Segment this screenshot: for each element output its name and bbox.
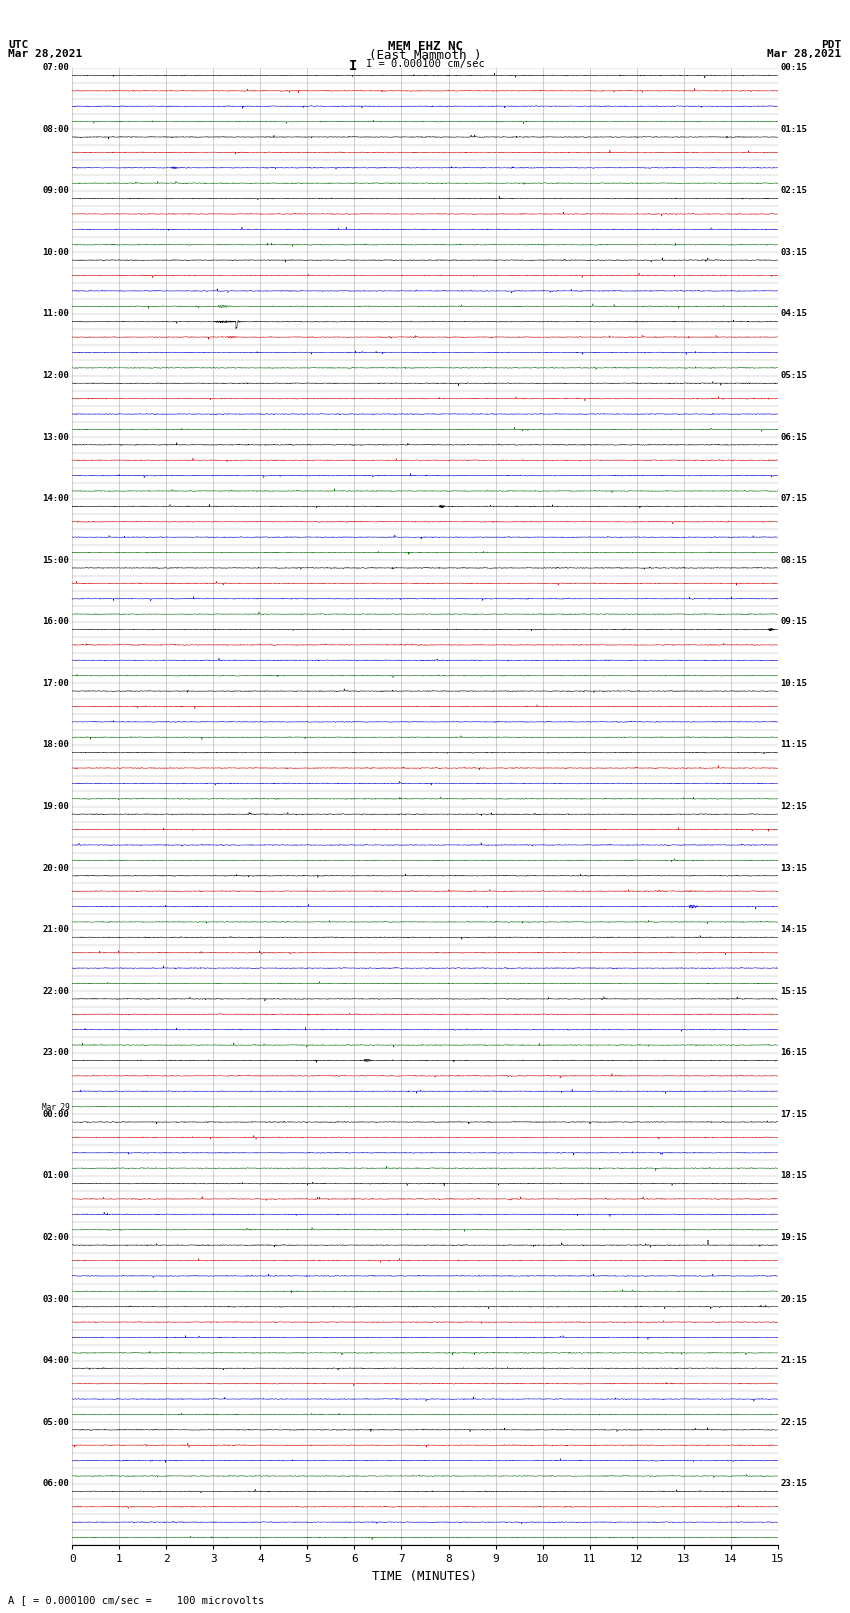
Text: 13:15: 13:15 <box>780 863 808 873</box>
Text: 09:00: 09:00 <box>42 187 70 195</box>
Text: I = 0.000100 cm/sec: I = 0.000100 cm/sec <box>366 58 484 69</box>
Text: 10:15: 10:15 <box>780 679 808 687</box>
Text: 15:15: 15:15 <box>780 987 808 995</box>
Text: (East Mammoth ): (East Mammoth ) <box>369 50 481 63</box>
Text: 14:15: 14:15 <box>780 926 808 934</box>
Text: 03:00: 03:00 <box>42 1295 70 1303</box>
Text: 11:15: 11:15 <box>780 740 808 750</box>
Text: 18:15: 18:15 <box>780 1171 808 1181</box>
Text: UTC: UTC <box>8 39 29 50</box>
Text: 19:15: 19:15 <box>780 1232 808 1242</box>
Text: 21:15: 21:15 <box>780 1357 808 1365</box>
Text: 20:15: 20:15 <box>780 1295 808 1303</box>
Text: Mar 28,2021: Mar 28,2021 <box>8 50 82 60</box>
Text: 03:15: 03:15 <box>780 248 808 256</box>
Text: 08:15: 08:15 <box>780 556 808 565</box>
Text: Mar 28,2021: Mar 28,2021 <box>768 50 842 60</box>
Text: Mar 29: Mar 29 <box>42 1103 70 1111</box>
Text: 17:15: 17:15 <box>780 1110 808 1119</box>
Text: 12:00: 12:00 <box>42 371 70 381</box>
Text: 21:00: 21:00 <box>42 926 70 934</box>
Text: 16:00: 16:00 <box>42 618 70 626</box>
Text: 15:00: 15:00 <box>42 556 70 565</box>
Text: 23:15: 23:15 <box>780 1479 808 1489</box>
Text: 02:00: 02:00 <box>42 1232 70 1242</box>
Text: 09:15: 09:15 <box>780 618 808 626</box>
Text: 04:15: 04:15 <box>780 310 808 318</box>
Text: 07:00: 07:00 <box>42 63 70 73</box>
Text: 07:15: 07:15 <box>780 494 808 503</box>
Text: 20:00: 20:00 <box>42 863 70 873</box>
Text: 22:15: 22:15 <box>780 1418 808 1426</box>
Text: PDT: PDT <box>821 39 842 50</box>
X-axis label: TIME (MINUTES): TIME (MINUTES) <box>372 1569 478 1582</box>
Text: 04:00: 04:00 <box>42 1357 70 1365</box>
Text: 01:00: 01:00 <box>42 1171 70 1181</box>
Text: 13:00: 13:00 <box>42 432 70 442</box>
Text: 23:00: 23:00 <box>42 1048 70 1057</box>
Text: 05:00: 05:00 <box>42 1418 70 1426</box>
Text: MEM EHZ NC: MEM EHZ NC <box>388 39 462 53</box>
Text: I: I <box>348 58 357 73</box>
Text: 08:00: 08:00 <box>42 124 70 134</box>
Text: 00:00: 00:00 <box>42 1110 70 1119</box>
Text: 01:15: 01:15 <box>780 124 808 134</box>
Text: 05:15: 05:15 <box>780 371 808 381</box>
Text: 16:15: 16:15 <box>780 1048 808 1057</box>
Text: 11:00: 11:00 <box>42 310 70 318</box>
Text: 19:00: 19:00 <box>42 802 70 811</box>
Text: 12:15: 12:15 <box>780 802 808 811</box>
Text: 22:00: 22:00 <box>42 987 70 995</box>
Text: 06:00: 06:00 <box>42 1479 70 1489</box>
Text: 10:00: 10:00 <box>42 248 70 256</box>
Text: 00:15: 00:15 <box>780 63 808 73</box>
Text: 14:00: 14:00 <box>42 494 70 503</box>
Text: 18:00: 18:00 <box>42 740 70 750</box>
Text: A [ = 0.000100 cm/sec =    100 microvolts: A [ = 0.000100 cm/sec = 100 microvolts <box>8 1595 264 1605</box>
Text: 17:00: 17:00 <box>42 679 70 687</box>
Text: 02:15: 02:15 <box>780 187 808 195</box>
Text: 06:15: 06:15 <box>780 432 808 442</box>
